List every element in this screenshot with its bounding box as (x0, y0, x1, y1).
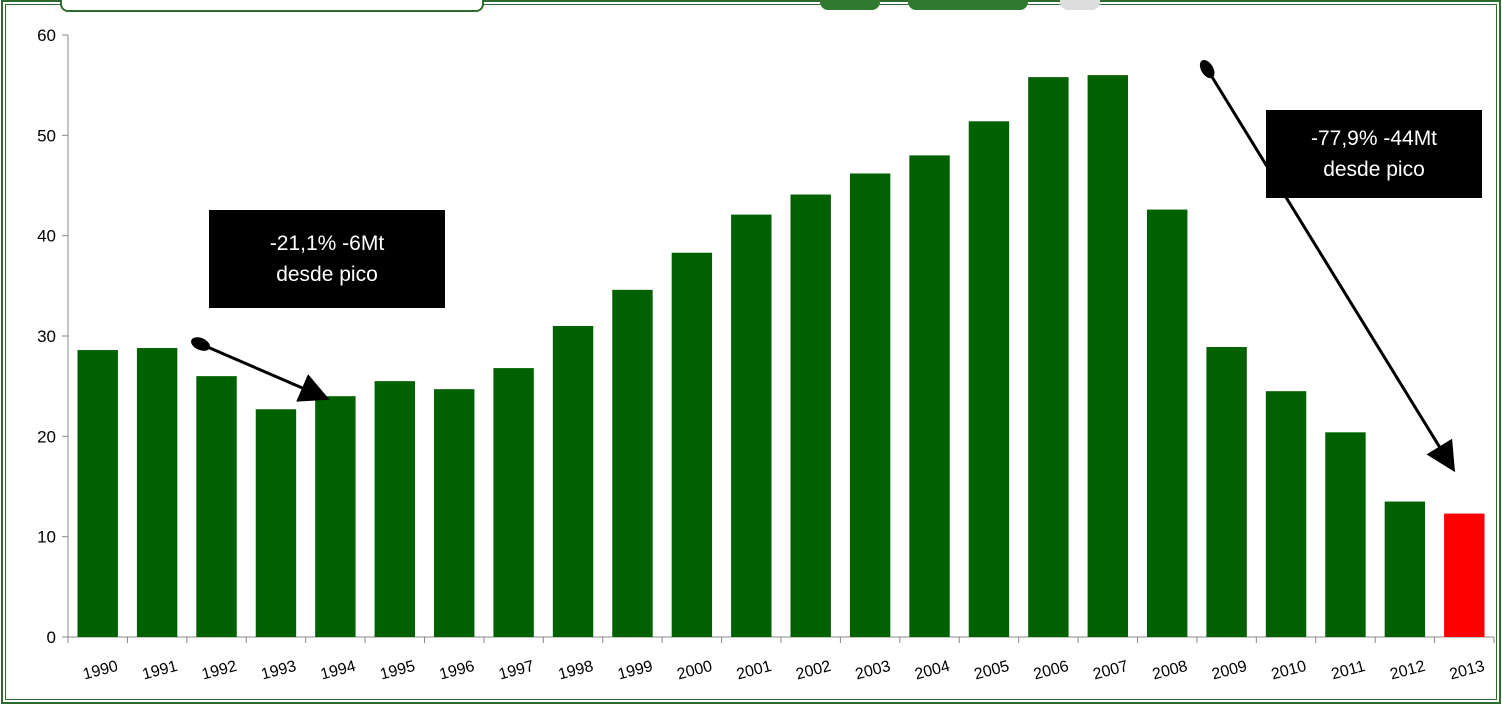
bar-2005 (968, 121, 1010, 637)
callout-2013-line2: desde pico (1323, 158, 1425, 181)
bar-2007 (1087, 75, 1128, 638)
bar-2011 (1325, 432, 1366, 637)
x-tick-label: 2002 (794, 658, 833, 684)
x-tick-label: 2007 (1091, 658, 1130, 684)
bar-1996 (434, 389, 475, 637)
bar-1991 (136, 348, 178, 637)
x-tick-label: 2006 (1032, 658, 1071, 684)
bar-1990 (77, 350, 118, 637)
bar-1997 (493, 368, 534, 637)
x-tick-label: 2010 (1269, 658, 1308, 684)
bar-2003 (849, 173, 891, 637)
y-tick-label: 60 (37, 26, 56, 45)
y-tick-label: 50 (37, 126, 56, 145)
x-tick-label: 1992 (200, 658, 239, 684)
bar-1999 (612, 289, 653, 637)
x-tick-label: 1998 (556, 658, 595, 684)
annotation-arrow-tail-1 (191, 337, 211, 351)
bar-2008 (1147, 209, 1188, 637)
x-tick-label: 2012 (1388, 658, 1427, 684)
callout-2013-line1: -77,9% -44Mt (1310, 127, 1438, 150)
x-tick-label: 1991 (141, 658, 180, 684)
x-tick-label: 1997 (497, 658, 536, 684)
annotation-arrow-2 (1205, 68, 1456, 473)
y-tick-label: 30 (37, 327, 56, 346)
top-decoration-logo (820, 0, 880, 10)
x-tick-label: 2005 (972, 658, 1011, 684)
y-tick-label: 10 (37, 528, 56, 547)
bar-2010 (1265, 391, 1307, 637)
top-decoration-logo-3 (1060, 0, 1100, 10)
callout-1994-line2: desde pico (276, 263, 378, 286)
bar-1994 (315, 396, 356, 637)
x-tick-label: 1994 (319, 658, 358, 684)
x-tick-label: 2000 (675, 658, 714, 684)
y-tick-label: 0 (47, 628, 56, 647)
x-tick-label: 1995 (378, 658, 417, 684)
annotation-arrow-1 (199, 342, 330, 402)
annotation-arrows (191, 60, 1456, 473)
x-tick-label: 2004 (913, 658, 952, 684)
bar-1998 (552, 325, 594, 637)
bars: 1990 1991 1992 1993 1994 1995 1996 1997 1998 1999… (77, 75, 1487, 684)
x-tick-label: 2001 (735, 658, 774, 684)
callout-2013: -77,9% -44Mt desde pico (1266, 110, 1482, 198)
annotation-arrow-tail-2 (1199, 60, 1215, 79)
bar-2002 (790, 194, 831, 637)
axes: 0 10 20 30 40 50 60 (37, 26, 1495, 647)
bar-2000 (671, 252, 713, 637)
bar-1992 (196, 376, 237, 637)
x-tick-label: 1993 (259, 658, 298, 684)
bar-1995 (374, 381, 415, 637)
x-tick-label: 1990 (81, 658, 120, 684)
callout-1994-line1: -21,1% -6Mt (269, 232, 385, 255)
bar-2004 (909, 155, 950, 637)
bar-2013 (1444, 513, 1485, 637)
bar-2006 (1028, 77, 1069, 637)
bar-2012 (1384, 501, 1426, 637)
top-decoration-logo-2 (908, 0, 1028, 10)
y-tick-label: 20 (37, 427, 56, 446)
bar-2001 (731, 214, 772, 637)
x-tick-label: 2008 (1151, 658, 1190, 684)
bar-1993 (255, 409, 297, 637)
bar-2009 (1206, 347, 1247, 637)
y-tick-label: 40 (37, 227, 56, 246)
x-tick-label: 2009 (1210, 658, 1249, 684)
x-tick-label: 1999 (616, 658, 655, 684)
x-tick-label: 2011 (1329, 658, 1367, 683)
x-tick-label: 2003 (854, 658, 893, 684)
x-tick-label: 2013 (1448, 658, 1487, 684)
top-decoration-left (60, 0, 484, 12)
x-tick-label: 1996 (438, 658, 477, 684)
callout-1994: -21,1% -6Mt desde pico (209, 210, 445, 308)
